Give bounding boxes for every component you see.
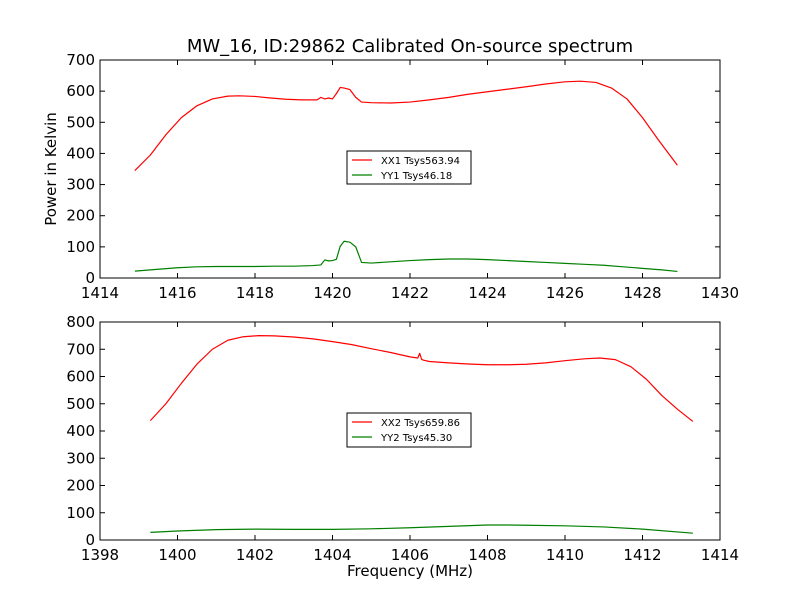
y-tick-label: 400 xyxy=(66,144,95,162)
y-axis-label: Power in Kelvin xyxy=(42,112,60,226)
x-tick-label: 1408 xyxy=(468,546,506,564)
y-tick-label: 100 xyxy=(66,504,95,522)
x-tick-label: 1428 xyxy=(623,284,661,302)
top-legend-box xyxy=(346,150,472,185)
y-tick-label: 0 xyxy=(85,531,95,549)
bottom-panel: 1398 1400 1402 1404 1406 1408 1410 1412 1414 0 100… xyxy=(66,313,739,580)
x-tick-label: 1418 xyxy=(236,284,274,302)
x-tick-label: 1406 xyxy=(391,546,429,564)
x-tick-label: 1402 xyxy=(236,546,274,564)
y-tick-label: 300 xyxy=(66,176,95,194)
x-tick-label: 1400 xyxy=(158,546,196,564)
series-line-yy2 xyxy=(150,524,693,534)
x-tick-label: 1412 xyxy=(623,546,661,564)
x-tick-label: 1430 xyxy=(701,284,739,302)
x-tick-label: 1414 xyxy=(81,284,119,302)
series-line-xx1 xyxy=(134,80,678,171)
series-line-xx2 xyxy=(149,335,694,422)
y-tick-label: 500 xyxy=(66,113,95,131)
y-tick-label: 100 xyxy=(66,238,95,256)
y-tick-label: 200 xyxy=(66,207,95,225)
x-tick-label: 1426 xyxy=(546,284,584,302)
top-panel: 1414 1416 1418 1420 1422 1424 1426 1428 1430 0 100… xyxy=(42,51,739,302)
x-tick-label: 1410 xyxy=(546,546,584,564)
bottom-legend-box xyxy=(346,412,472,448)
x-axis-label: Frequency (MHz) xyxy=(347,562,473,580)
y-tick-label: 600 xyxy=(66,82,95,100)
bottom-axes: 1398 1400 1402 1404 1406 1408 1410 1412 1414 0 100… xyxy=(66,313,739,564)
x-tick-label: 1404 xyxy=(313,546,351,564)
x-tick-label: 1420 xyxy=(313,284,351,302)
legend-label-yy2: YY2 Tsys45.30 xyxy=(380,433,452,444)
y-tick-label: 700 xyxy=(66,51,95,69)
y-tick-label: 800 xyxy=(66,313,95,331)
x-tick-label: 1422 xyxy=(391,284,429,302)
series-line-yy1 xyxy=(134,240,678,273)
x-tick-label: 1398 xyxy=(81,546,119,564)
y-tick-label: 400 xyxy=(66,422,95,440)
y-tick-label: 600 xyxy=(66,368,95,386)
y-tick-label: 700 xyxy=(66,340,95,358)
y-tick-label: 200 xyxy=(66,477,95,495)
legend-label-xx1: XX1 Tsys563.94 xyxy=(381,156,460,167)
chart-title: MW_16, ID:29862 Calibrated On-source spe… xyxy=(187,36,633,57)
legend-label-xx2: XX2 Tsys659.86 xyxy=(381,418,460,429)
x-tick-label: 1424 xyxy=(468,284,506,302)
top-series-group xyxy=(134,80,678,273)
y-tick-label: 500 xyxy=(66,395,95,413)
x-tick-label: 1416 xyxy=(158,284,196,302)
top-axes: 1414 1416 1418 1420 1422 1424 1426 1428 1430 0 100… xyxy=(66,51,739,302)
bottom-legend: XX2 Tsys659.86 YY2 Tsys45.30 xyxy=(346,412,472,448)
y-tick-label: 300 xyxy=(66,449,95,467)
x-tick-label: 1414 xyxy=(701,546,739,564)
y-tick-label: 0 xyxy=(85,269,95,287)
bottom-series-group xyxy=(149,335,694,534)
legend-label-yy1: YY1 Tsys46.18 xyxy=(380,171,452,182)
top-legend: XX1 Tsys563.94 YY1 Tsys46.18 xyxy=(346,150,472,185)
